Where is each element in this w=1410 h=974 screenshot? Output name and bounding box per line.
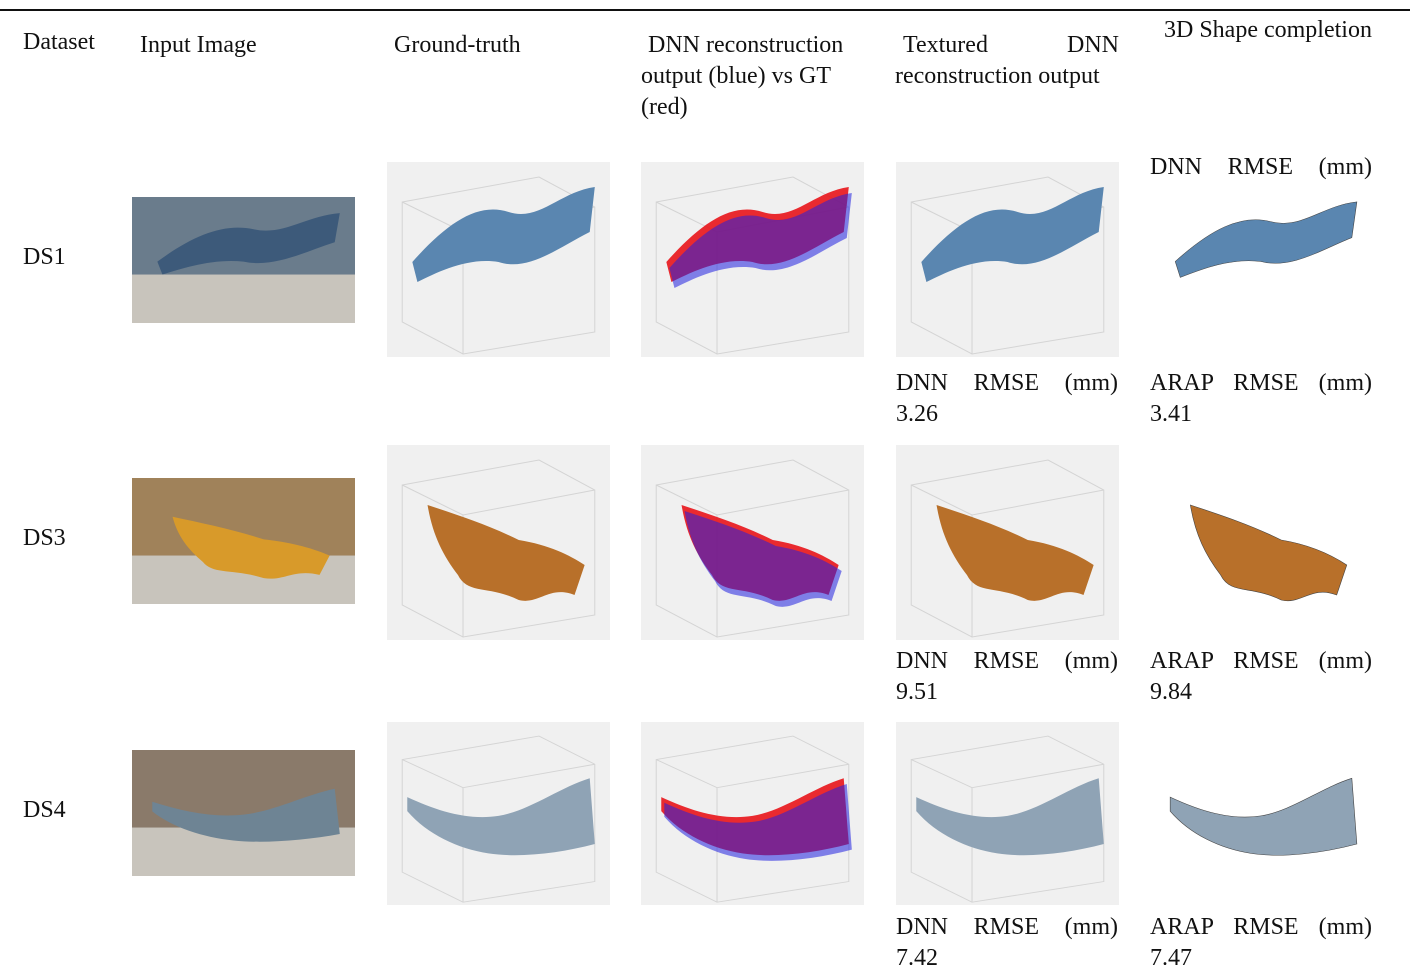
photo-object: [172, 516, 330, 579]
photo-floor: [132, 274, 355, 323]
input-image: [132, 750, 355, 876]
dnn-rmse-label: DNN RMSE (mm): [896, 370, 1118, 396]
dnn-vs-gt-plot: [641, 162, 864, 357]
top-rule: [0, 9, 1410, 11]
dnn-rmse-value: 3.26: [896, 401, 938, 427]
arap-rmse-value: 9.84: [1150, 679, 1192, 705]
point-cloud-dnn: [669, 193, 852, 288]
textured-dnn-plot: [896, 162, 1119, 357]
shape-completion: [1169, 777, 1358, 856]
point-cloud-dnn: [684, 511, 842, 607]
dnn-rmse-label: DNN RMSE (mm): [896, 914, 1118, 940]
arap-rmse-label: ARAP RMSE (mm): [1150, 914, 1372, 940]
point-cloud: [916, 778, 1104, 856]
shape-completion: [1189, 504, 1348, 602]
point-cloud: [407, 778, 595, 856]
point-cloud: [936, 505, 1094, 601]
dnn-rmse-label: DNN RMSE (mm): [896, 648, 1118, 674]
point-cloud: [921, 187, 1104, 282]
ground-truth-plot: [387, 162, 610, 357]
ground-truth-plot: [387, 445, 610, 640]
arap-rmse-value: 7.47: [1150, 945, 1192, 971]
arap-rmse-label: ARAP RMSE (mm): [1150, 370, 1372, 396]
header-cell: Input Image: [140, 32, 257, 58]
ground-truth-plot: [387, 722, 610, 905]
photo-object: [157, 213, 340, 275]
mesh: [1169, 777, 1358, 856]
header-cell: DNN reconstruction output (blue) vs GT (…: [641, 32, 844, 120]
header-cell: Textured DNN reconstruction output: [895, 32, 1119, 89]
point-cloud: [427, 505, 585, 601]
header-note: DNN RMSE (mm): [1150, 154, 1372, 180]
dataset-label: DS4: [23, 797, 66, 823]
point-cloud: [412, 187, 595, 282]
input-image: [132, 478, 355, 604]
dnn-vs-gt-plot: [641, 445, 864, 640]
textured-dnn-plot: [896, 722, 1119, 905]
header-cell: Dataset: [23, 29, 95, 55]
dnn-rmse-value: 7.42: [896, 945, 938, 971]
mesh: [1189, 504, 1348, 602]
photo-object: [152, 788, 340, 842]
dnn-vs-gt-plot: [641, 722, 864, 905]
input-image: [132, 197, 355, 323]
dataset-label: DS1: [23, 244, 66, 270]
mesh: [1174, 201, 1358, 278]
point-cloud-dnn: [664, 783, 852, 861]
arap-rmse-value: 3.41: [1150, 401, 1192, 427]
dataset-label: DS3: [23, 525, 66, 551]
header-cell: Ground-truth: [394, 32, 521, 58]
header-cell: 3D Shape completion: [1164, 17, 1372, 43]
shape-completion: [1174, 201, 1358, 278]
textured-dnn-plot: [896, 445, 1119, 640]
dnn-rmse-value: 9.51: [896, 679, 938, 705]
arap-rmse-label: ARAP RMSE (mm): [1150, 648, 1372, 674]
